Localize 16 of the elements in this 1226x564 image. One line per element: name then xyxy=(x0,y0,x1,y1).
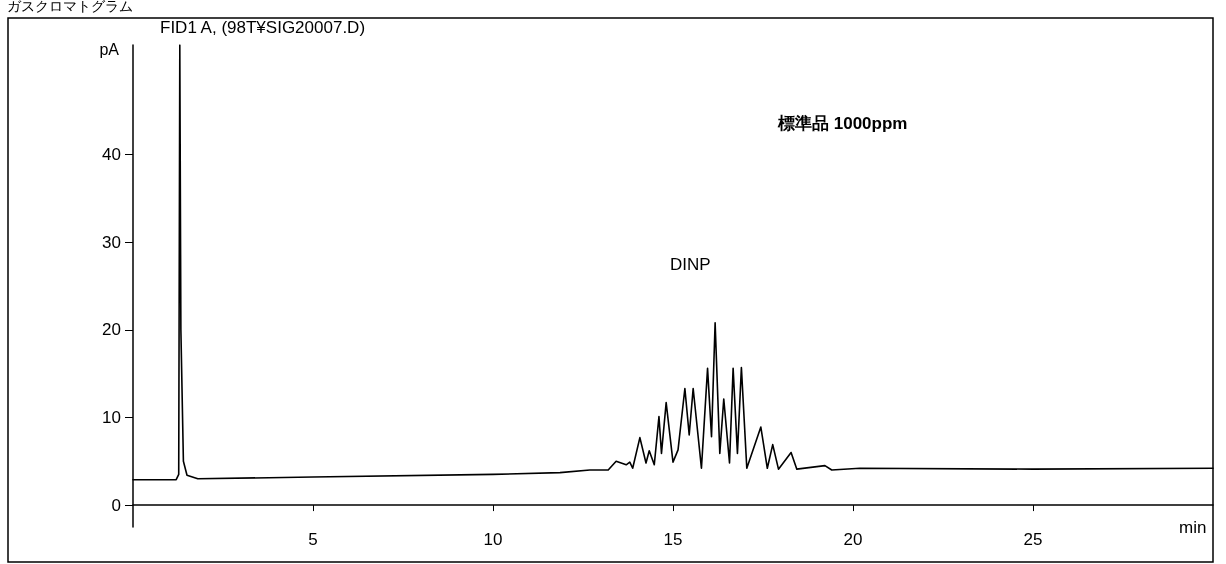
x-axis-title: min xyxy=(1179,518,1207,538)
y-tick-label: 0 xyxy=(111,495,121,515)
y-tick-label: 10 xyxy=(102,407,121,427)
annotation: DINP xyxy=(670,255,711,274)
y-tick-label: 40 xyxy=(102,145,121,165)
chart-subtitle: FID1 A, (98T¥SIG20007.D) xyxy=(160,18,366,37)
x-tick-label: 10 xyxy=(483,530,503,549)
chart-title: ガスクロマトグラム xyxy=(7,0,133,14)
y-axis-title: pA xyxy=(99,40,120,58)
y-tick-label: 20 xyxy=(102,320,121,340)
y-tick-label: 30 xyxy=(102,232,121,252)
x-tick-label: 25 xyxy=(1023,530,1043,549)
x-tick-label: 20 xyxy=(843,530,863,549)
x-tick-label: 15 xyxy=(663,530,683,549)
x-tick-label: 5 xyxy=(308,530,318,549)
annotation: 標準品 1000ppm xyxy=(777,114,908,133)
